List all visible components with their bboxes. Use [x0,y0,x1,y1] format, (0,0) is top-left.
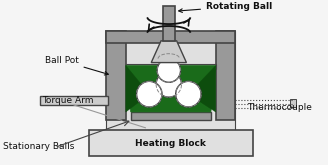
Bar [216,31,235,120]
Bar [163,6,175,41]
Bar [290,99,296,107]
Bar [106,31,235,130]
Circle shape [156,71,181,97]
Bar [131,112,211,120]
Bar [89,130,253,156]
Circle shape [157,59,180,82]
Bar [106,31,126,120]
Text: Heating Block: Heating Block [135,139,206,148]
Text: Torque Arm: Torque Arm [42,96,93,105]
Polygon shape [151,41,186,63]
Text: Ball Pot: Ball Pot [45,56,108,75]
Polygon shape [188,66,216,112]
Bar [40,96,108,105]
Polygon shape [126,66,149,112]
Circle shape [136,81,162,107]
Circle shape [176,81,201,107]
Bar [126,64,216,69]
Text: Thermocouple: Thermocouple [247,103,312,112]
Text: Rotating Ball: Rotating Ball [179,2,272,12]
Polygon shape [126,66,216,112]
Text: Stationary Balls: Stationary Balls [3,143,74,151]
Bar [106,31,235,43]
